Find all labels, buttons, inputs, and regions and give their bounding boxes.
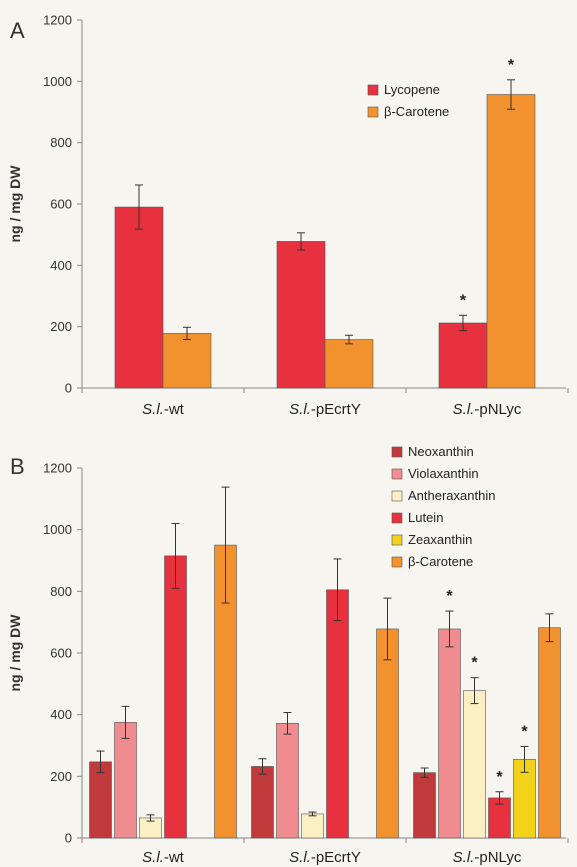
panel-b-bar — [376, 628, 399, 839]
panel-b-legend-swatch — [391, 556, 403, 568]
panel-a-legend: Lycopene β-Carotene — [367, 82, 449, 119]
panel-a-category-species: S.l. — [289, 401, 311, 418]
panel-b-y-tick-label: 800 — [50, 584, 72, 599]
panel-a-significance-marker: * — [460, 292, 467, 309]
panel-a-y-tick-label: 600 — [50, 197, 72, 212]
panel-b-bar — [89, 761, 112, 839]
panel-b-legend-swatch — [391, 446, 403, 458]
panel-b-bar — [276, 722, 299, 839]
panel-a-category-species: S.l. — [453, 401, 475, 418]
panel-b-legend-swatch — [391, 468, 403, 480]
panel-a-category-species: S.l. — [142, 401, 164, 418]
panel-b-y-axis-title: ng / mg DW — [7, 614, 23, 692]
panel-b-bar — [251, 766, 274, 839]
panel-b-significance-marker: * — [446, 588, 453, 605]
panel-b-y-tick-label: 1200 — [43, 461, 72, 476]
panel-a-category-line: -wt — [164, 401, 185, 418]
panel-a-y-tick-label: 200 — [50, 319, 72, 334]
panel-a-bar — [162, 333, 212, 389]
panel-b-legend-swatch — [391, 534, 403, 546]
panel-a-y-tick-label: 1200 — [43, 13, 72, 28]
panel-b-bar — [413, 772, 436, 839]
panel-a-y-tick-label: 800 — [50, 135, 72, 150]
panel-b-category-species: S.l. — [142, 849, 164, 866]
panel-a-bar — [114, 206, 164, 389]
panel-b-legend-swatch — [391, 490, 403, 502]
panel-b-label: B — [10, 454, 25, 479]
panel-b-category-line: -pNLyc — [474, 849, 521, 866]
panel-a-legend-label: β-Carotene — [384, 104, 449, 119]
panel-b-bar — [301, 813, 324, 839]
panel-b-category-species: S.l. — [453, 849, 475, 866]
panel-a-legend-swatch — [367, 84, 379, 96]
panel-a-category-label: S.l.-wt — [142, 401, 185, 418]
panel-a-label: A — [10, 18, 25, 43]
panel-b-category-line: -wt — [164, 849, 185, 866]
panel-a-y-axis-title: ng / mg DW — [7, 165, 23, 243]
panel-b-legend: Neoxanthin Violaxanthin Antheraxanthin Lute… — [391, 444, 495, 569]
panel-a-bar — [438, 322, 488, 389]
panel-b-bar — [463, 690, 486, 839]
panel-a-legend-label: Lycopene — [384, 82, 440, 97]
panel-b-bar — [114, 722, 137, 839]
panel-b-significance-marker: * — [471, 655, 478, 672]
panel-b-legend-label: Zeaxanthin — [408, 532, 472, 547]
panel-b-legend-label: Violaxanthin — [408, 466, 479, 481]
panel-b-legend-swatch — [391, 512, 403, 524]
panel-b-legend-label: Neoxanthin — [408, 444, 474, 459]
panel-a-y-tick-label: 1000 — [43, 74, 72, 89]
panel-b-bar — [164, 555, 187, 839]
panel-b-bar — [326, 589, 349, 839]
panel-b-y-tick-label: 1000 — [43, 522, 72, 537]
panel-a-category-label: S.l.-pNLyc — [453, 401, 522, 418]
panel-b-category-label: S.l.-pEcrtY — [289, 849, 361, 866]
panel-b-category-line: -pEcrtY — [311, 849, 361, 866]
panel-a-bar — [324, 339, 374, 389]
panel-b-bar — [538, 627, 561, 839]
panel-a-bar — [486, 94, 536, 389]
panel-b-category-species: S.l. — [289, 849, 311, 866]
panel-b-category-label: S.l.-wt — [142, 849, 185, 866]
panel-a-y-tick-label: 0 — [65, 381, 72, 396]
panel-a-category-label: S.l.-pEcrtY — [289, 401, 361, 418]
panel-b-bar — [438, 628, 461, 839]
panel-a-category-line: -pNLyc — [474, 401, 521, 418]
panel-b-category-label: S.l.-pNLyc — [453, 849, 522, 866]
panel-b-legend-label: β-Carotene — [408, 554, 473, 569]
panel-a-category-line: -pEcrtY — [311, 401, 361, 418]
panel-b-y-tick-label: 400 — [50, 707, 72, 722]
panel-a-legend-swatch — [367, 106, 379, 118]
panel-a-bar — [276, 241, 326, 389]
panel-a-y-tick-label: 400 — [50, 258, 72, 273]
panel-b-significance-marker: * — [496, 769, 503, 786]
panel-b-legend-label: Antheraxanthin — [408, 488, 495, 503]
panel-b-y-tick-label: 0 — [65, 831, 72, 846]
panel-b-legend-label: Lutein — [408, 510, 443, 525]
panel-b-y-tick-label: 200 — [50, 769, 72, 784]
panel-b-significance-marker: * — [521, 723, 528, 740]
panel-b-y-tick-label: 600 — [50, 646, 72, 661]
panel-a-significance-marker: * — [508, 57, 515, 74]
